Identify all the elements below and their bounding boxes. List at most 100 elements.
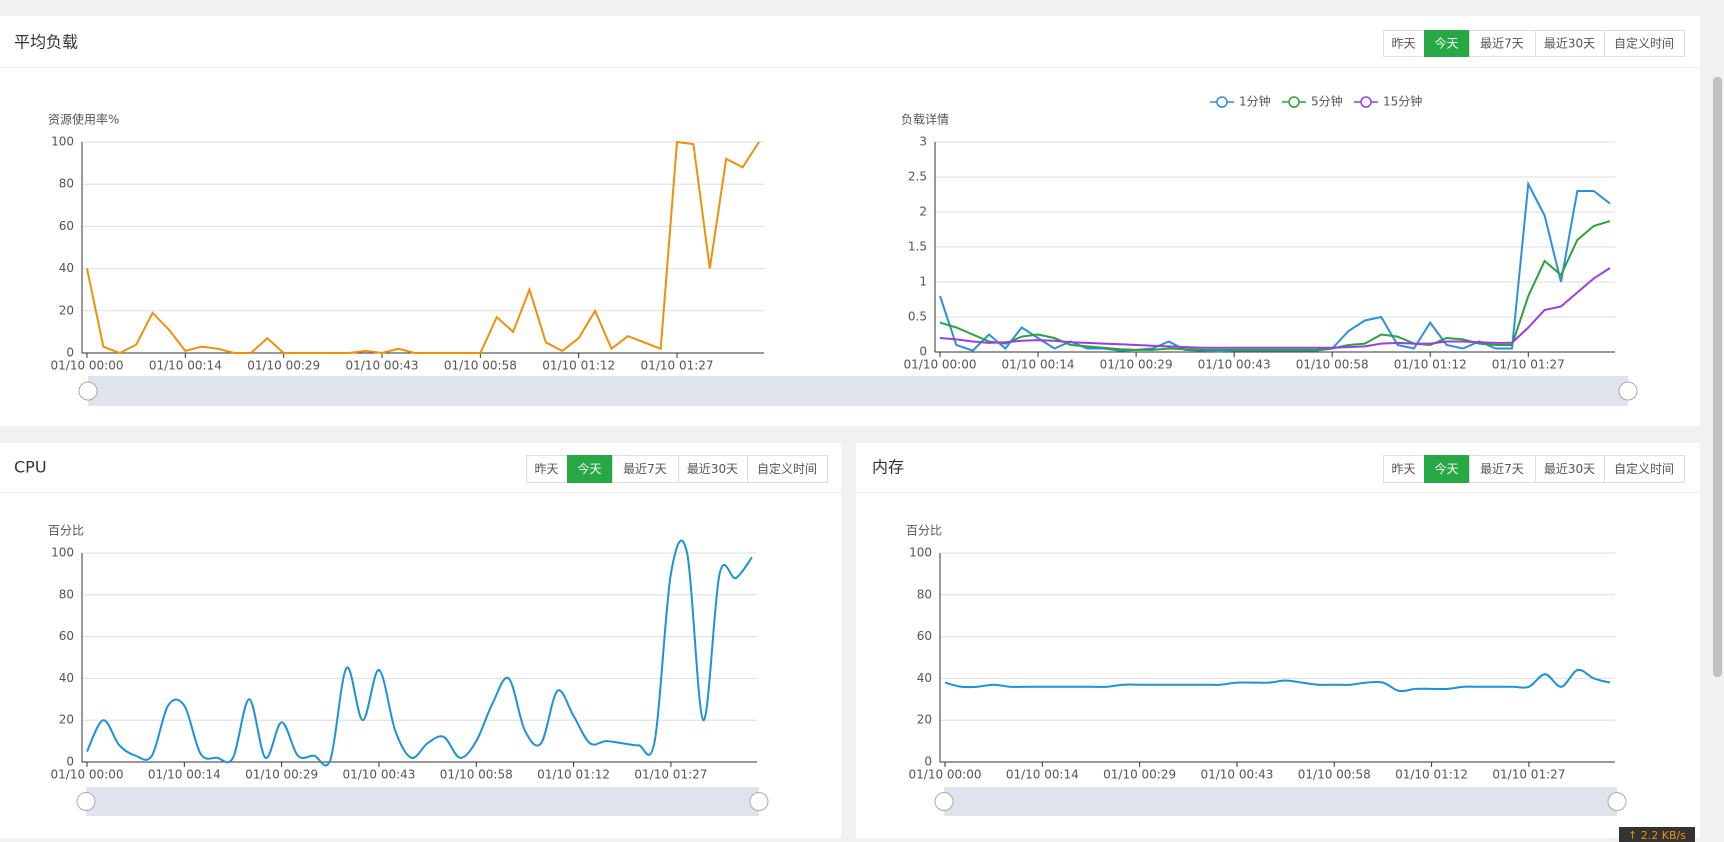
- zoom-handle[interactable]: [76, 792, 96, 811]
- x-tick-label: 01/10 00:14: [149, 359, 222, 373]
- y-tick-label: 40: [59, 671, 74, 685]
- range-button-label[interactable]: 最近30天: [1544, 462, 1595, 476]
- zoom-slider: [88, 376, 1628, 406]
- x-tick-label: 01/10 00:29: [1100, 358, 1173, 372]
- zoom-slider: [86, 787, 759, 816]
- y-tick-label: 20: [59, 713, 74, 727]
- y-tick-label: 80: [59, 177, 74, 191]
- y-tick-label: 60: [59, 219, 74, 233]
- y-tick-label: 20: [59, 303, 74, 317]
- axis-name: 负载详情: [901, 112, 949, 127]
- x-tick-label: 01/10 00:29: [245, 768, 318, 782]
- x-tick-label: 01/10 00:00: [51, 768, 124, 782]
- range-button-label[interactable]: 昨天: [1391, 462, 1415, 476]
- range-button-label[interactable]: 昨天: [1391, 37, 1415, 51]
- range-button-label[interactable]: 今天: [577, 461, 601, 476]
- x-tick-label: 01/10 01:12: [537, 768, 610, 782]
- badge-bg: [1619, 827, 1695, 842]
- legend-label[interactable]: 15分钟: [1383, 94, 1422, 109]
- range-button-label[interactable]: 自定义时间: [1614, 36, 1674, 51]
- range-button-label[interactable]: 自定义时间: [1614, 461, 1674, 476]
- x-tick-label: 01/10 01:27: [641, 359, 714, 373]
- y-tick-label: 80: [917, 587, 932, 601]
- series-line: [939, 267, 1611, 349]
- x-tick-label: 01/10 00:43: [342, 768, 415, 782]
- range-button-label[interactable]: 最近7天: [1480, 37, 1524, 51]
- x-tick-label: 01/10 00:14: [148, 768, 221, 782]
- series-line: [86, 140, 760, 355]
- y-tick-label: 0: [919, 345, 927, 359]
- y-tick-label: 3: [919, 135, 927, 149]
- y-tick-label: 100: [51, 546, 74, 560]
- x-tick-label: 01/10 01:12: [1395, 768, 1468, 782]
- x-tick-label: 01/10 00:43: [1200, 768, 1273, 782]
- zoom-handle[interactable]: [1618, 381, 1638, 401]
- range-button[interactable]: [1604, 455, 1685, 483]
- range-button[interactable]: [1424, 455, 1470, 483]
- range-button[interactable]: [1535, 455, 1605, 483]
- x-tick-label: 01/10 01:27: [1492, 768, 1565, 782]
- axis-name: 百分比: [906, 524, 942, 538]
- y-tick-label: 100: [51, 135, 74, 149]
- x-tick-label: 01/10 00:00: [904, 358, 977, 372]
- legend-label[interactable]: 1分钟: [1239, 94, 1271, 109]
- y-tick-label: 40: [59, 261, 74, 275]
- y-tick-label: 0: [924, 755, 932, 769]
- zoom-handle[interactable]: [78, 381, 98, 401]
- range-button-label[interactable]: 最近7天: [1480, 462, 1524, 476]
- zoom-handle[interactable]: [1607, 792, 1627, 811]
- x-tick-label: 01/10 00:58: [440, 768, 513, 782]
- range-button[interactable]: [1535, 30, 1605, 57]
- range-button-label[interactable]: 最近7天: [623, 462, 667, 476]
- x-tick-label: 01/10 00:14: [1006, 768, 1079, 782]
- legend-icon: [1216, 96, 1228, 108]
- legend-label[interactable]: 5分钟: [1311, 94, 1343, 109]
- range-button-label[interactable]: 自定义时间: [757, 461, 817, 476]
- net-badge: ↑ 2.2 KB/s: [1628, 829, 1686, 842]
- y-tick-label: 60: [917, 629, 932, 643]
- y-tick-label: 2.5: [908, 170, 927, 184]
- panel: [0, 443, 841, 838]
- range-button[interactable]: [612, 455, 679, 483]
- y-tick-label: 0: [66, 755, 74, 769]
- x-tick-label: 01/10 01:27: [1492, 358, 1565, 372]
- range-button[interactable]: [1424, 30, 1470, 57]
- x-tick-label: 01/10 00:58: [444, 359, 517, 373]
- panel: [856, 443, 1700, 838]
- x-tick-label: 01/10 01:12: [542, 359, 615, 373]
- range-button-label[interactable]: 最近30天: [687, 462, 738, 476]
- range-button-label[interactable]: 昨天: [534, 462, 558, 476]
- range-button-label[interactable]: 今天: [1434, 461, 1458, 476]
- range-button[interactable]: [747, 455, 828, 483]
- x-tick-label: 01/10 00:58: [1298, 768, 1371, 782]
- y-tick-label: 100: [909, 546, 932, 560]
- series-line: [86, 539, 753, 767]
- legend-icon: [1288, 96, 1300, 108]
- axis-name: 资源使用率%: [48, 112, 119, 127]
- zoom-handle[interactable]: [749, 792, 769, 811]
- range-button-label[interactable]: 最近30天: [1544, 37, 1595, 51]
- series-line: [939, 220, 1611, 351]
- x-tick-label: 01/10 00:00: [909, 768, 982, 782]
- zoom-handle[interactable]: [934, 792, 954, 811]
- zoom-slider: [944, 787, 1617, 816]
- range-button-label[interactable]: 今天: [1434, 36, 1458, 51]
- range-button[interactable]: [526, 455, 568, 483]
- x-tick-label: 01/10 00:58: [1296, 358, 1369, 372]
- x-tick-label: 01/10 01:12: [1394, 358, 1467, 372]
- panel-title: 平均负载: [14, 33, 78, 52]
- scrollbar-thumb[interactable]: [1713, 77, 1722, 677]
- y-tick-label: 60: [59, 629, 74, 643]
- series-line: [944, 668, 1611, 693]
- y-tick-label: 80: [59, 587, 74, 601]
- x-tick-label: 01/10 00:00: [51, 359, 124, 373]
- x-tick-label: 01/10 00:14: [1002, 358, 1075, 372]
- x-tick-label: 01/10 00:43: [1198, 358, 1271, 372]
- range-button[interactable]: [1604, 30, 1685, 57]
- x-tick-label: 01/10 01:27: [634, 768, 707, 782]
- y-tick-label: 0: [66, 346, 74, 360]
- panel-title: CPU: [14, 458, 47, 477]
- y-tick-label: 1.5: [908, 240, 927, 254]
